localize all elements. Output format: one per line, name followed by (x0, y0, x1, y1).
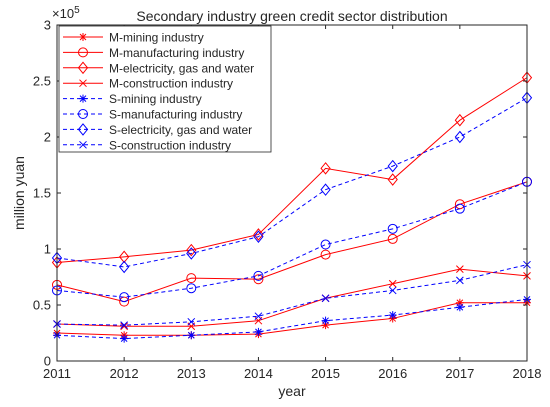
y-tick-label: 0.5 (33, 298, 51, 313)
data-point-s-electricity-gas-and-water-2017 (454, 130, 466, 144)
legend-item-s-construction-industry: S-construction industry (63, 138, 231, 152)
data-point-s-electricity-gas-and-water-2014 (253, 230, 264, 243)
legend-marker (77, 61, 89, 75)
data-point-m-mining-industry-2017 (455, 298, 464, 307)
data-point-m-electricity-gas-and-water-2012 (118, 250, 130, 264)
chart-title: Secondary industry green credit sector d… (136, 8, 447, 24)
legend-marker (78, 47, 88, 58)
series-line-s-construction-industry (56, 264, 528, 326)
y-tick-label: 1.5 (33, 186, 51, 201)
series-line-s-manufacturing-industry (56, 181, 528, 298)
legend-label: M-mining industry (109, 31, 204, 45)
x-tick-label: 2016 (378, 366, 407, 381)
legend-marker (77, 123, 89, 136)
series-line-m-manufacturing-industry (56, 181, 528, 303)
series-line-m-mining-industry (56, 302, 527, 336)
y-tick-label: 2 (44, 130, 51, 145)
data-point-s-construction-industry-2017 (456, 276, 464, 285)
data-point-m-construction-industry-2012 (120, 322, 128, 331)
data-point-m-manufacturing-industry-2013 (186, 273, 197, 284)
legend-label: S-electricity, gas and water (109, 123, 252, 137)
legend-item-m-manufacturing-industry: M-manufacturing industry (63, 46, 244, 60)
series-line-s-mining-industry (56, 298, 528, 340)
data-point-s-manufacturing-industry-2017 (454, 203, 465, 214)
legend-marker (79, 94, 87, 103)
data-point-s-construction-industry-2016 (388, 286, 397, 295)
data-point-m-mining-industry-2015 (321, 321, 330, 330)
data-point-m-electricity-gas-and-water-2014 (253, 228, 264, 241)
data-point-s-electricity-gas-and-water-2013 (186, 247, 197, 260)
series-line-m-electricity-gas-and-water (56, 77, 528, 263)
data-point-s-mining-industry-2012 (120, 334, 129, 343)
data-point-s-construction-industry-2013 (187, 317, 196, 326)
data-point-s-mining-industry-2017 (455, 303, 464, 312)
data-point-s-manufacturing-industry-2013 (186, 283, 197, 294)
y-tick-label: 2.5 (33, 74, 51, 89)
data-point-m-manufacturing-industry-2014 (253, 274, 264, 285)
x-tick-label: 2013 (177, 366, 206, 381)
y-axis-exponent-power: 5 (74, 5, 80, 16)
legend-label: S-mining industry (109, 92, 202, 106)
x-tick-label: 2018 (513, 366, 542, 381)
data-point-m-manufacturing-industry-2012 (119, 296, 130, 307)
y-axis-exponent: ×105 (52, 5, 80, 21)
x-tick-label: 2014 (244, 366, 273, 381)
legend-marker (79, 140, 87, 149)
data-point-s-electricity-gas-and-water-2016 (387, 159, 398, 173)
series-line-s-electricity-gas-and-water (56, 97, 528, 268)
x-tick-label: 2011 (43, 366, 71, 381)
legend-marker (79, 33, 87, 41)
data-point-s-manufacturing-industry-2016 (387, 223, 398, 234)
y-axis-exponent-base: ×10 (52, 6, 74, 21)
data-point-s-manufacturing-industry-2014 (253, 270, 264, 281)
data-point-s-electricity-gas-and-water-2015 (320, 183, 331, 196)
y-tick-label: 3 (44, 18, 51, 33)
data-point-m-construction-industry-2016 (388, 279, 397, 288)
data-point-s-mining-industry-2013 (187, 331, 196, 340)
data-point-s-construction-industry-2012 (120, 321, 128, 330)
data-point-s-electricity-gas-and-water-2012 (118, 260, 130, 274)
legend-box (58, 25, 272, 153)
legend-item-s-manufacturing-industry: S-manufacturing industry (63, 108, 242, 122)
legend-label: M-manufacturing industry (109, 46, 244, 60)
legend-label: S-construction industry (109, 138, 231, 152)
legend-item-m-electricity-gas-and-water: M-electricity, gas and water (63, 61, 254, 75)
legend-item-s-mining-industry: S-mining industry (63, 92, 202, 106)
data-point-s-construction-industry-2015 (321, 294, 330, 303)
legend-label: M-electricity, gas and water (109, 61, 254, 75)
data-point-m-construction-industry-2017 (456, 265, 464, 274)
data-point-m-electricity-gas-and-water-2017 (454, 113, 466, 127)
data-point-m-manufacturing-industry-2016 (387, 233, 398, 244)
data-point-s-mining-industry-2016 (388, 311, 397, 320)
data-point-s-construction-industry-2014 (254, 312, 263, 321)
legend-item-m-mining-industry: M-mining industry (63, 31, 204, 45)
x-tick-label: 2017 (445, 366, 474, 381)
series-layer (51, 71, 533, 343)
data-point-s-mining-industry-2014 (254, 327, 263, 336)
data-point-m-electricity-gas-and-water-2013 (186, 243, 197, 257)
series-s-construction-industry (53, 260, 531, 330)
data-point-m-electricity-gas-and-water-2015 (320, 162, 331, 175)
legend-label: S-manufacturing industry (109, 108, 242, 122)
x-tick-label: 2015 (311, 366, 340, 381)
x-tick-label: 2012 (110, 366, 139, 381)
legend-item-m-construction-industry: M-construction industry (63, 77, 233, 91)
data-point-s-manufacturing-industry-2012 (119, 292, 130, 303)
data-point-m-electricity-gas-and-water-2016 (387, 173, 398, 186)
y-tick-label: 1 (44, 242, 51, 257)
legend-item-s-electricity-gas-and-water: S-electricity, gas and water (63, 123, 252, 137)
y-tick-label: 0 (44, 354, 51, 369)
y-axis-label: million yuan (11, 156, 27, 230)
data-point-m-manufacturing-industry-2015 (320, 249, 331, 260)
legend-marker (79, 79, 87, 88)
legend-label: M-construction industry (109, 77, 233, 91)
data-point-s-manufacturing-industry-2015 (320, 239, 331, 250)
data-point-s-mining-industry-2015 (321, 316, 330, 325)
legend-marker (78, 109, 88, 119)
x-axis-label: year (278, 383, 306, 399)
series-m-electricity-gas-and-water (51, 71, 533, 269)
series-line-m-construction-industry (56, 268, 528, 327)
